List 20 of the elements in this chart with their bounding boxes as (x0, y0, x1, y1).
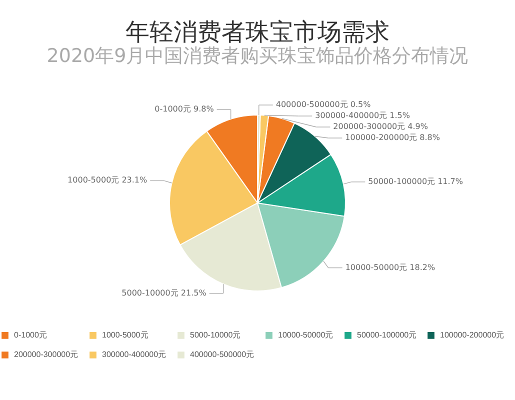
category-label: 100000-200000元 8.8% (345, 133, 440, 142)
category-label: 300000-400000元 1.5% (315, 111, 410, 120)
legend-label: 1000-5000元 (102, 330, 148, 340)
chart-subtitle: 2020年9月中国消费者购买珠宝饰品价格分布情况 (46, 45, 468, 67)
category-label: 1000-5000元 23.1% (68, 176, 148, 185)
legend-label: 300000-400000元 (102, 350, 166, 359)
category-label: 200000-300000元 4.9% (333, 122, 428, 132)
category-label: 50000-100000元 11.7% (368, 176, 463, 186)
legend-label: 5000-10000元 (190, 330, 241, 340)
legend-label: 10000-50000元 (278, 330, 334, 340)
legend-label: 100000-200000元 (440, 330, 504, 340)
legend-label: 200000-300000元 (14, 350, 78, 359)
legend-label: 50000-100000元 (357, 330, 417, 340)
chart-title: 年轻消费者珠宝市场需求 (126, 18, 390, 46)
category-label: 5000-10000元 21.5% (122, 288, 206, 298)
category-label: 10000-50000元 18.2% (345, 262, 436, 272)
category-label: 400000-500000元 0.5% (276, 100, 371, 110)
legend-label: 400000-500000元 (190, 350, 254, 359)
legend-label: 0-1000元 (14, 330, 47, 340)
category-label: 0-1000元 9.8% (154, 104, 214, 114)
